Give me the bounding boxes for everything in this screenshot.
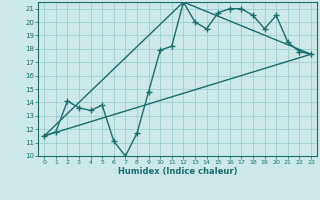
- X-axis label: Humidex (Indice chaleur): Humidex (Indice chaleur): [118, 167, 237, 176]
